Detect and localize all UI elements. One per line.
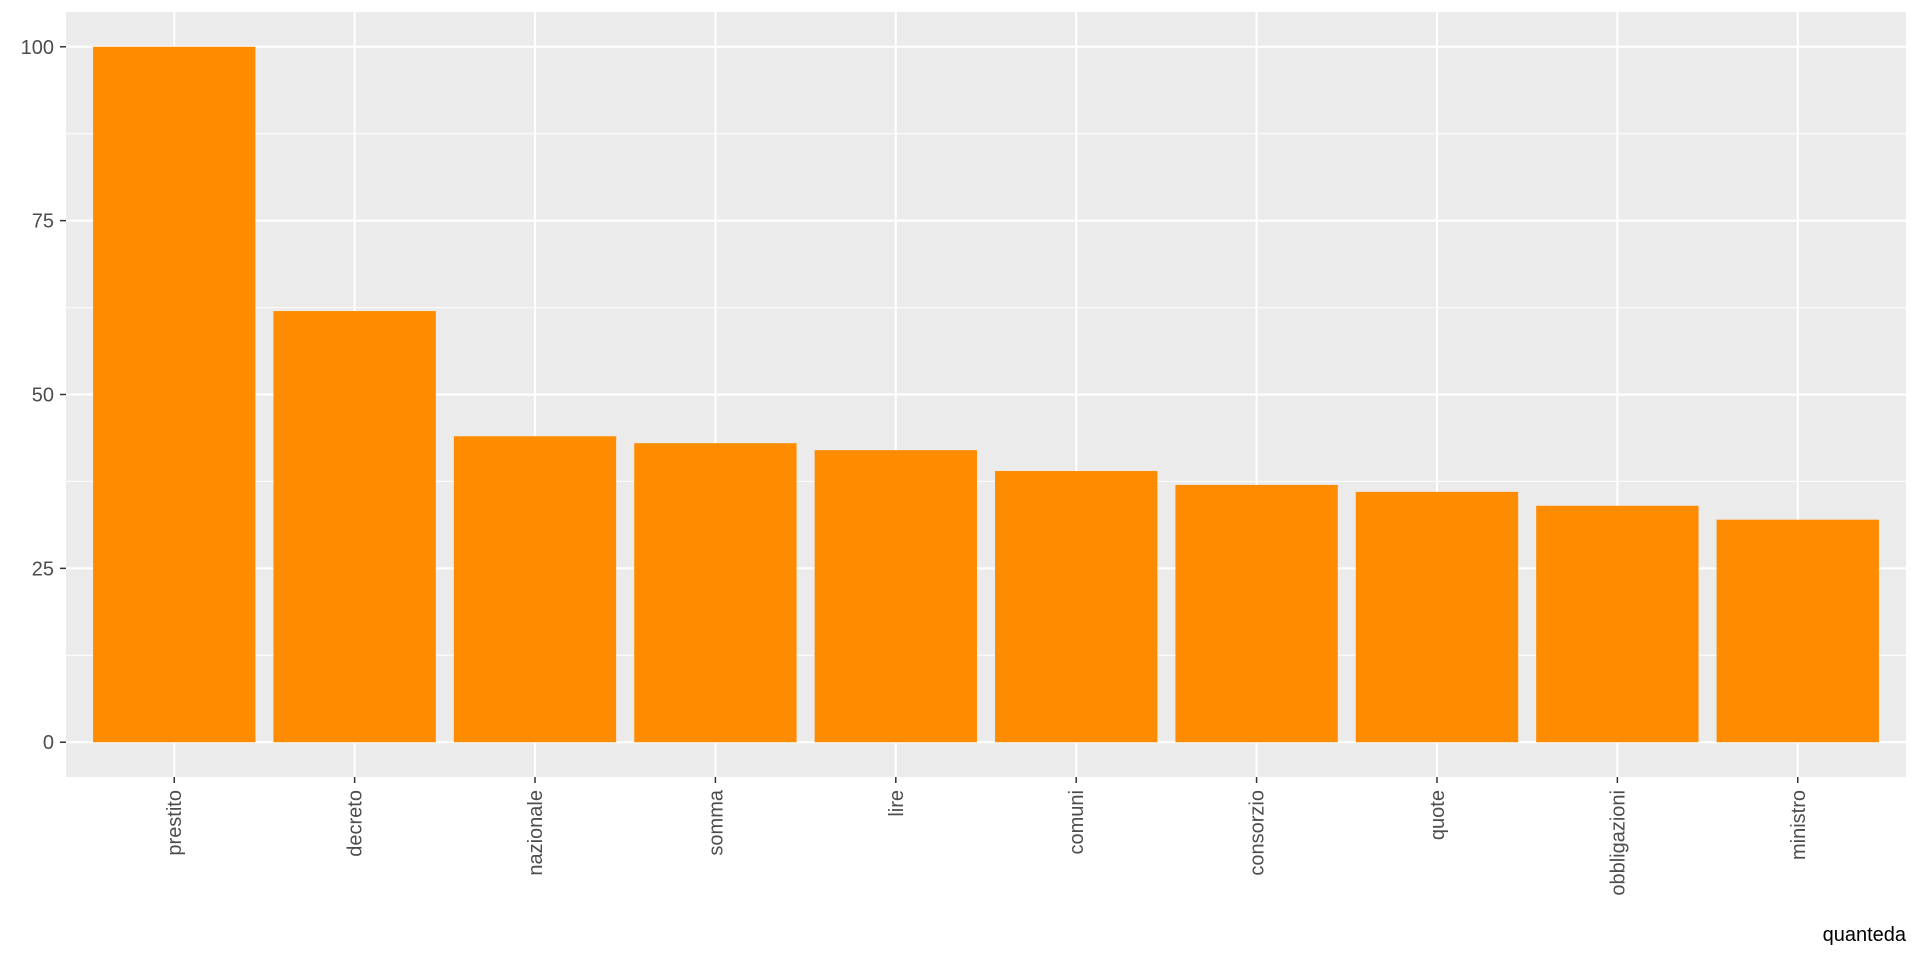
- bar-ministro: [1716, 519, 1879, 743]
- x-tick-label-lire: lire: [886, 790, 908, 817]
- bar-lire: [814, 450, 977, 743]
- y-tick-label: 50: [32, 385, 54, 407]
- x-tick-label-consorzio: consorzio: [1247, 790, 1269, 876]
- x-tick-label-somma: somma: [705, 789, 727, 855]
- chart-caption: quanteda: [1823, 924, 1907, 946]
- bar-decreto: [273, 311, 436, 743]
- x-tick-label-decreto: decreto: [345, 790, 367, 857]
- x-tick-label-comuni: comuni: [1066, 790, 1088, 854]
- x-tick-label-quote: quote: [1427, 790, 1449, 840]
- x-tick-label-ministro: ministro: [1788, 790, 1810, 860]
- x-tick-label-prestito: prestito: [164, 790, 186, 856]
- x-tick-label-obbligazioni: obbligazioni: [1607, 790, 1629, 896]
- bars: [93, 46, 1879, 743]
- bar-obbligazioni: [1536, 505, 1699, 743]
- bar-somma: [634, 443, 797, 743]
- axes: 0 25 50 75 100 prestito decreto nazionale somma l…: [21, 37, 1810, 896]
- bar-prestito: [93, 46, 256, 743]
- y-tick-label: 25: [32, 558, 54, 580]
- y-tick-label: 75: [32, 211, 54, 233]
- bar-nazionale: [453, 436, 617, 743]
- x-tick-label-nazionale: nazionale: [525, 790, 547, 876]
- bar-comuni: [995, 471, 1158, 743]
- y-tick-label: 0: [43, 732, 54, 754]
- bar-quote: [1355, 491, 1519, 743]
- bar-consorzio: [1175, 484, 1338, 743]
- y-tick-label: 100: [21, 37, 54, 59]
